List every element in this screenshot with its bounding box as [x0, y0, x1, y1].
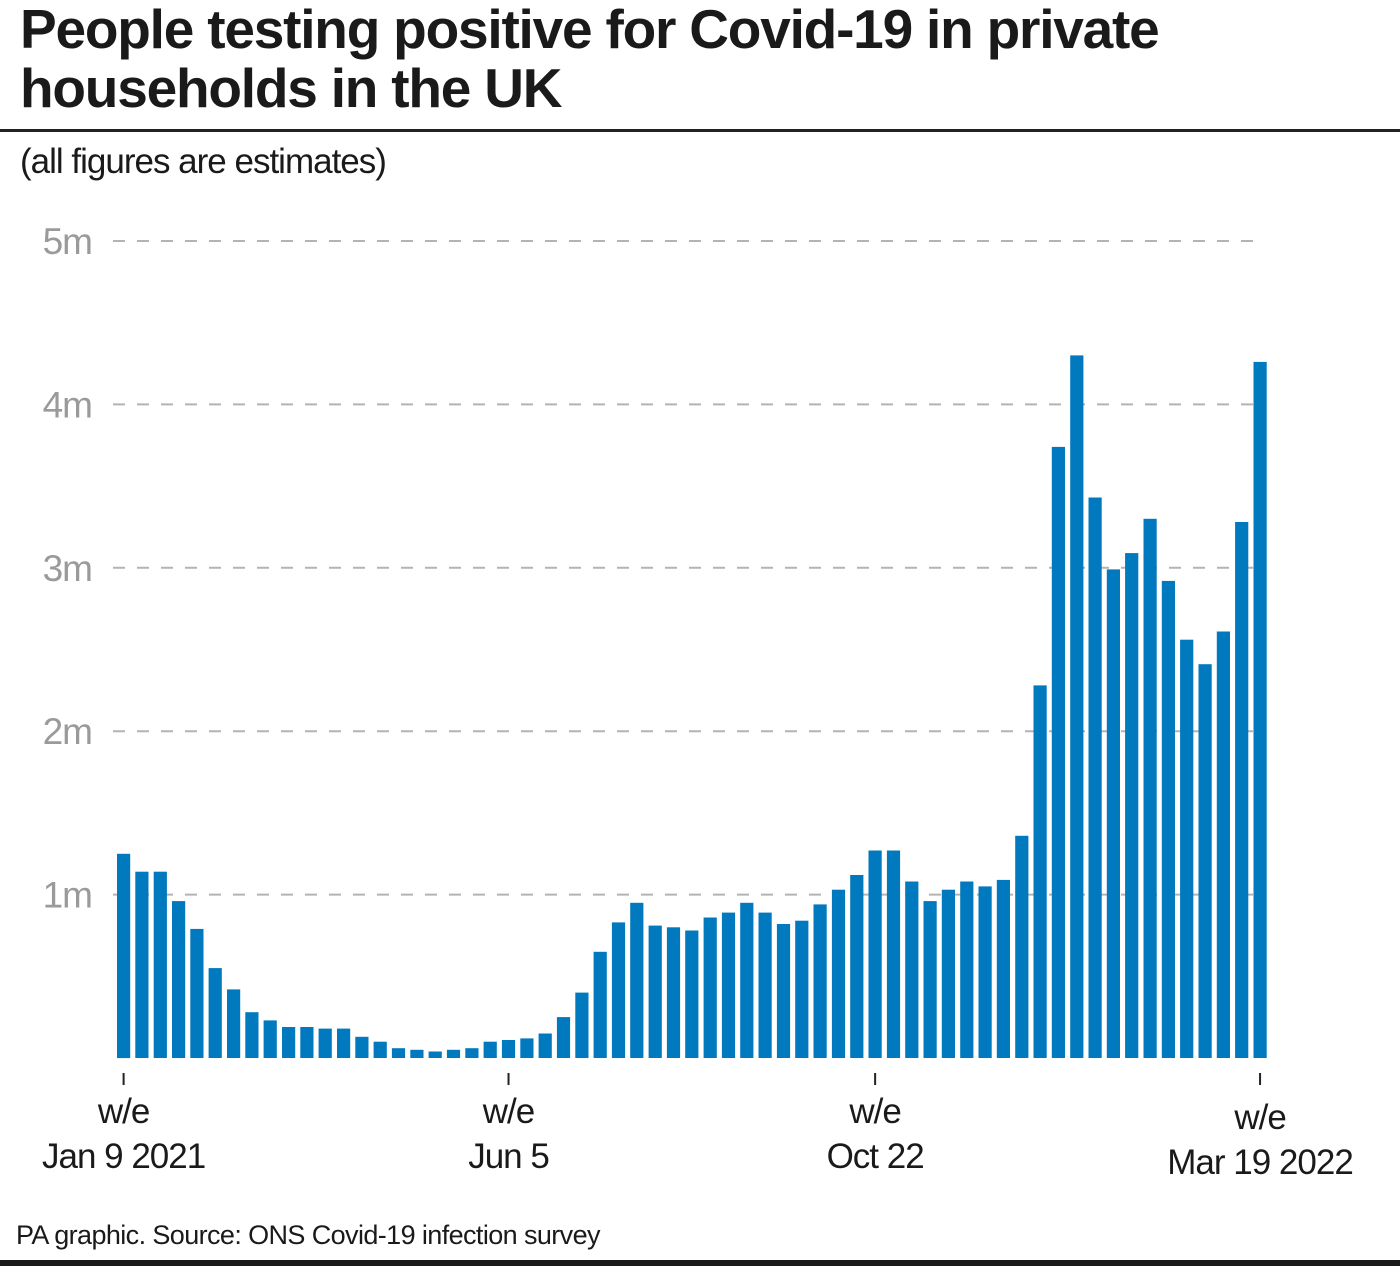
bar	[831, 889, 846, 1058]
x-tick-label-date: Jun 5	[468, 1137, 549, 1176]
bar	[1216, 631, 1230, 1058]
chart-subtitle: (all figures are estimates)	[20, 142, 387, 181]
bar	[556, 1017, 571, 1058]
bar	[373, 1041, 387, 1058]
title-divider	[0, 129, 1400, 132]
bar	[611, 922, 626, 1058]
bar	[1051, 446, 1065, 1058]
bar	[117, 853, 131, 1059]
bar	[1161, 580, 1175, 1058]
bar	[1033, 685, 1047, 1058]
bar	[355, 1036, 369, 1058]
bar	[850, 875, 864, 1058]
bar	[1088, 497, 1102, 1058]
bar	[630, 902, 644, 1058]
bar	[465, 1048, 479, 1058]
bar	[410, 1049, 424, 1058]
bars	[117, 355, 1267, 1059]
bar	[135, 871, 149, 1058]
y-tick-label: 3m	[43, 548, 92, 589]
bar	[391, 1048, 406, 1058]
bar	[960, 881, 974, 1058]
bar	[446, 1049, 461, 1058]
bar	[1235, 522, 1249, 1058]
bar	[740, 902, 754, 1058]
bar	[1180, 639, 1194, 1058]
bar	[593, 951, 607, 1058]
bar	[703, 917, 717, 1058]
bar	[923, 901, 937, 1058]
bar	[1253, 361, 1267, 1058]
x-tick-label-date: Oct 22	[827, 1137, 924, 1176]
bar	[1125, 553, 1139, 1058]
bar	[318, 1028, 332, 1058]
chart-title: People testing positive for Covid-19 in …	[20, 0, 1160, 119]
x-tick-label-prefix: w/e	[848, 1092, 900, 1131]
bar	[245, 1012, 259, 1058]
bar	[978, 886, 992, 1058]
bar	[776, 924, 791, 1058]
bar	[648, 925, 662, 1058]
y-tick-label: 4m	[43, 384, 92, 425]
bar	[996, 879, 1010, 1058]
bar	[1070, 355, 1084, 1058]
x-tick-label-prefix: w/e	[97, 1092, 149, 1131]
bar	[813, 904, 827, 1058]
bar	[795, 920, 809, 1058]
bar	[721, 912, 736, 1058]
x-axis-ticks: w/e Jan 9 2021 w/e Jun 5 w/e Oct 22 w/e Mar 19 …	[42, 1073, 1354, 1182]
bar	[428, 1051, 442, 1058]
x-tick-label-date: Jan 9 2021	[42, 1137, 205, 1176]
bar	[1198, 664, 1212, 1058]
x-tick-label-prefix: w/e	[482, 1092, 534, 1131]
y-tick-label: 5m	[43, 221, 92, 262]
y-tick-label: 1m	[43, 875, 92, 916]
footer-rule	[0, 1260, 1400, 1266]
bar	[208, 968, 222, 1058]
bar	[282, 1027, 296, 1058]
bar	[538, 1033, 552, 1058]
bar	[520, 1038, 534, 1058]
bar	[758, 912, 772, 1058]
bar	[941, 889, 955, 1058]
y-axis-labels: 1m 2m 3m 4m 5m	[43, 221, 93, 916]
bar	[905, 881, 919, 1058]
bar	[886, 850, 901, 1058]
gridlines	[113, 240, 1258, 896]
bar	[575, 992, 589, 1058]
bar	[868, 850, 882, 1058]
bar	[337, 1028, 351, 1058]
bar	[227, 989, 241, 1058]
bar	[190, 928, 204, 1058]
y-tick-label: 2m	[43, 711, 92, 752]
source-note: PA graphic. Source: ONS Covid-19 infecti…	[16, 1220, 600, 1250]
bar	[153, 871, 167, 1058]
bar	[1143, 518, 1157, 1058]
bar	[300, 1027, 314, 1058]
bar	[263, 1020, 277, 1058]
bar	[1015, 835, 1029, 1058]
bar	[172, 901, 186, 1058]
bar	[666, 927, 681, 1058]
bar	[685, 930, 699, 1058]
x-tick-label-prefix: w/e	[1233, 1098, 1285, 1137]
x-tick-label-date: Mar 19 2022	[1167, 1143, 1353, 1182]
bar	[483, 1041, 497, 1058]
bar	[501, 1040, 516, 1058]
bar	[1106, 569, 1120, 1058]
